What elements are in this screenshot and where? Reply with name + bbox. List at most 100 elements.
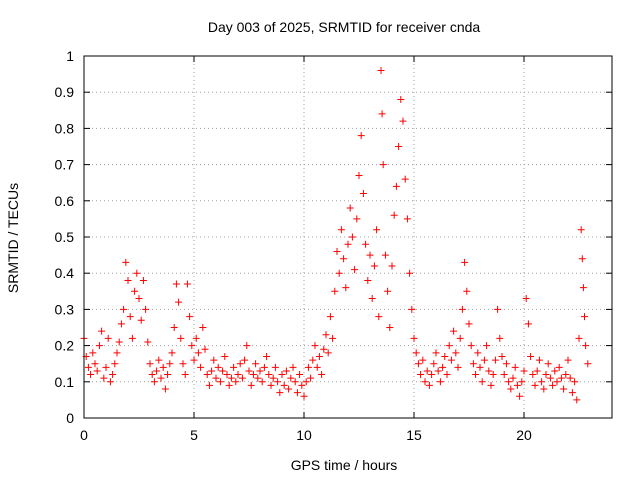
data-point <box>379 161 387 169</box>
y-tick-label: 0.7 <box>55 157 75 173</box>
data-point <box>208 367 216 375</box>
data-point <box>216 378 224 386</box>
data-point <box>232 378 240 386</box>
data-point <box>366 251 374 259</box>
data-point <box>342 284 350 292</box>
data-point <box>527 352 535 360</box>
data-point <box>386 324 394 331</box>
data-point <box>458 305 466 313</box>
data-point <box>516 392 524 400</box>
data-point <box>329 334 337 342</box>
data-point <box>265 371 273 379</box>
data-point <box>546 374 554 382</box>
data-point <box>381 251 389 259</box>
data-point <box>201 345 209 353</box>
data-point <box>280 381 288 389</box>
data-point <box>302 378 310 386</box>
data-point <box>410 334 418 342</box>
data-point <box>146 360 154 368</box>
data-point <box>531 381 539 389</box>
data-point <box>524 320 532 328</box>
data-point <box>186 313 194 321</box>
y-tick-label: 0.8 <box>55 120 75 136</box>
data-point <box>337 226 345 234</box>
data-point <box>175 298 183 306</box>
data-point <box>247 381 255 389</box>
data-point <box>425 381 433 389</box>
data-point <box>309 356 317 364</box>
data-point <box>538 378 546 386</box>
y-tick-label: 0.1 <box>55 374 75 390</box>
data-point <box>260 363 268 371</box>
data-point <box>230 363 238 371</box>
data-point <box>581 313 588 321</box>
data-point <box>307 374 315 382</box>
x-tick-label: 10 <box>296 427 312 443</box>
data-point <box>348 233 356 241</box>
data-point <box>474 349 482 357</box>
data-point <box>170 324 178 331</box>
data-point <box>478 378 486 386</box>
data-point <box>384 287 392 295</box>
data-point <box>399 117 407 125</box>
data-point <box>183 280 191 288</box>
data-point <box>452 349 460 357</box>
data-point <box>166 360 174 368</box>
data-point <box>225 381 233 389</box>
data-point <box>564 356 572 364</box>
data-point <box>188 342 196 350</box>
data-point <box>483 342 491 350</box>
data-point <box>375 313 383 321</box>
data-point <box>542 371 550 379</box>
data-point <box>252 360 260 368</box>
data-point <box>199 324 207 331</box>
data-point <box>476 363 484 371</box>
data-point <box>98 327 106 335</box>
data-point <box>120 305 128 313</box>
data-point <box>392 182 400 190</box>
data-point <box>406 269 414 277</box>
data-point <box>241 356 249 364</box>
data-point <box>419 356 427 364</box>
data-point <box>489 371 497 379</box>
data-point <box>210 356 218 364</box>
data-point <box>137 316 145 324</box>
data-point <box>212 374 220 382</box>
data-point <box>568 389 576 397</box>
data-point <box>454 363 462 371</box>
data-point <box>287 374 295 382</box>
x-axis-label: GPS time / hours <box>291 457 398 473</box>
y-axis-label: SRMTID / TECUs <box>5 183 21 293</box>
data-point <box>575 334 583 342</box>
data-point <box>432 349 440 357</box>
data-point <box>544 360 552 368</box>
data-point <box>529 371 537 379</box>
data-point <box>124 276 132 284</box>
data-point <box>344 240 352 248</box>
data-point <box>285 385 293 393</box>
data-point <box>164 371 172 379</box>
data-point <box>436 378 444 386</box>
data-point <box>304 363 312 371</box>
y-tick-label: 0.9 <box>55 84 75 100</box>
data-point <box>214 363 222 371</box>
data-point <box>472 371 480 379</box>
data-point <box>135 295 143 303</box>
data-point <box>496 334 504 342</box>
y-tick-label: 0.6 <box>55 193 75 209</box>
data-point <box>91 360 99 368</box>
data-point <box>434 367 442 375</box>
data-point <box>194 349 202 357</box>
data-point <box>494 305 502 313</box>
data-point <box>111 360 119 368</box>
data-point <box>467 342 475 350</box>
data-point <box>157 374 165 382</box>
data-point <box>549 381 557 389</box>
grid-lines <box>84 56 612 418</box>
data-point <box>234 371 242 379</box>
data-point <box>236 360 244 368</box>
data-point <box>256 367 264 375</box>
data-point <box>340 255 348 263</box>
data-point <box>509 374 517 382</box>
